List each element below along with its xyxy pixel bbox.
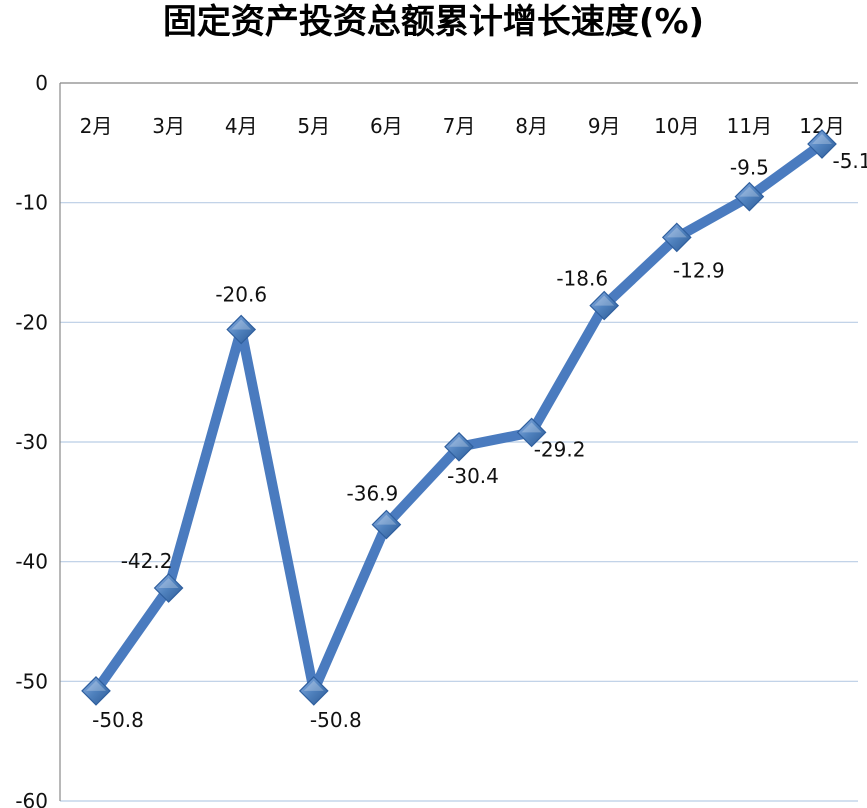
category-label: 6月 <box>370 114 403 138</box>
y-tick-label: -40 <box>15 550 48 574</box>
data-point-marker <box>661 222 692 253</box>
data-label: -50.8 <box>310 708 362 732</box>
diamond-highlight <box>231 319 252 330</box>
diamond-marker <box>734 181 765 212</box>
diamond-marker <box>444 431 474 462</box>
category-label: 7月 <box>443 114 476 138</box>
category-label: 10月 <box>654 114 699 138</box>
category-label: 4月 <box>225 114 258 138</box>
diamond-marker <box>516 417 547 448</box>
diamond-marker <box>226 314 257 345</box>
diamond-highlight <box>739 186 760 197</box>
y-tick-label: -30 <box>15 430 48 454</box>
data-label: -9.5 <box>730 156 769 180</box>
gridlines <box>60 202 858 802</box>
diamond-marker <box>589 290 620 321</box>
category-labels: 2月 3月 4月 5月 6月 7月 8月 9月 10月 11月 12月 <box>80 114 845 138</box>
data-label: -5.1 <box>832 149 867 173</box>
data-label: -29.2 <box>534 437 586 461</box>
diamond-marker <box>661 222 692 253</box>
data-label: -30.4 <box>447 464 499 488</box>
category-label: 8月 <box>515 114 548 138</box>
data-point-marker <box>298 676 329 706</box>
data-point-marker <box>444 431 474 462</box>
diamond-marker <box>807 129 837 159</box>
y-tick-label: 0 <box>35 71 48 95</box>
y-tick-label: -60 <box>15 789 48 808</box>
diamond-highlight <box>521 422 542 433</box>
diamond-marker <box>371 509 402 540</box>
data-labels: -50.8 -42.2 -20.6 -50.8 -36.9 -30.4 -29.2 -18.6… <box>92 149 867 732</box>
diamond-highlight <box>594 295 615 306</box>
diamond-highlight <box>158 577 179 588</box>
diamond-highlight <box>666 227 687 238</box>
data-point-marker <box>589 290 620 321</box>
category-label: 9月 <box>588 114 621 138</box>
data-point-marker <box>516 417 547 448</box>
diamond-highlight <box>86 680 106 691</box>
category-label: 2月 <box>80 114 113 138</box>
diamond-marker <box>81 676 111 706</box>
data-label: -18.6 <box>556 267 608 291</box>
data-label: -36.9 <box>347 482 399 506</box>
series-line-path <box>91 139 827 696</box>
markers <box>81 129 837 706</box>
data-label: -20.6 <box>215 283 267 307</box>
diamond-highlight <box>449 436 469 447</box>
y-axis-ticks: 0 -10 -20 -30 -40 -50 -60 <box>15 71 48 808</box>
y-tick-label: -20 <box>15 310 48 334</box>
data-point-marker <box>734 181 765 212</box>
data-label: -12.9 <box>673 258 725 282</box>
category-label: 3月 <box>152 114 185 138</box>
diamond-marker <box>298 676 329 706</box>
data-point-marker <box>226 314 257 345</box>
diamond-highlight <box>303 680 324 691</box>
category-label: 5月 <box>297 114 330 138</box>
chart-title: 固定资产投资总额累计增长速度(%) <box>162 2 705 42</box>
data-point-marker <box>81 676 111 706</box>
diamond-highlight <box>812 134 832 145</box>
data-point-marker <box>371 509 402 540</box>
y-tick-label: -50 <box>15 669 48 693</box>
category-label: 11月 <box>727 114 772 138</box>
data-point-marker <box>153 573 184 603</box>
y-tick-label: -10 <box>15 191 48 215</box>
series-line <box>91 139 827 696</box>
axes <box>59 82 858 801</box>
diamond-highlight <box>376 514 397 525</box>
data-label: -42.2 <box>121 549 173 573</box>
diamond-marker <box>153 573 184 603</box>
data-label: -50.8 <box>92 708 144 732</box>
data-point-marker <box>807 129 837 159</box>
